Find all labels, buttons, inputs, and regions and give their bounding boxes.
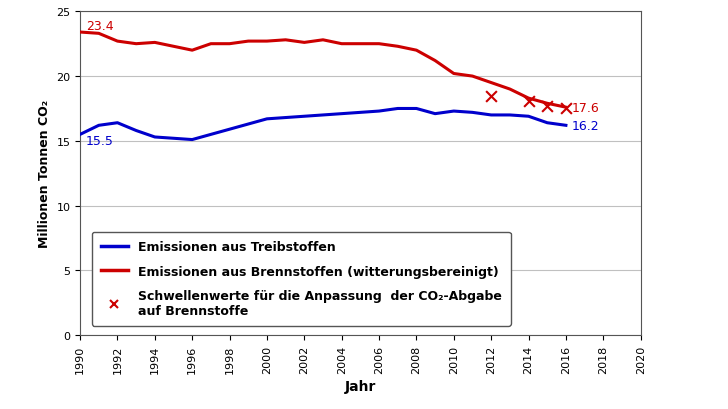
Point <box>542 103 553 110</box>
X-axis label: Jahr: Jahr <box>344 379 376 393</box>
Point <box>523 98 534 105</box>
Text: 23.4: 23.4 <box>86 20 114 33</box>
Point <box>560 106 571 112</box>
Text: 16.2: 16.2 <box>571 119 599 133</box>
Y-axis label: Millionen Tonnen CO₂: Millionen Tonnen CO₂ <box>38 100 51 248</box>
Text: 17.6: 17.6 <box>571 101 599 115</box>
Legend: Emissionen aus Treibstoffen, Emissionen aus Brennstoffen (witterungsbereinigt), : Emissionen aus Treibstoffen, Emissionen … <box>92 232 511 326</box>
Text: 15.5: 15.5 <box>86 135 114 148</box>
Point <box>486 93 497 99</box>
